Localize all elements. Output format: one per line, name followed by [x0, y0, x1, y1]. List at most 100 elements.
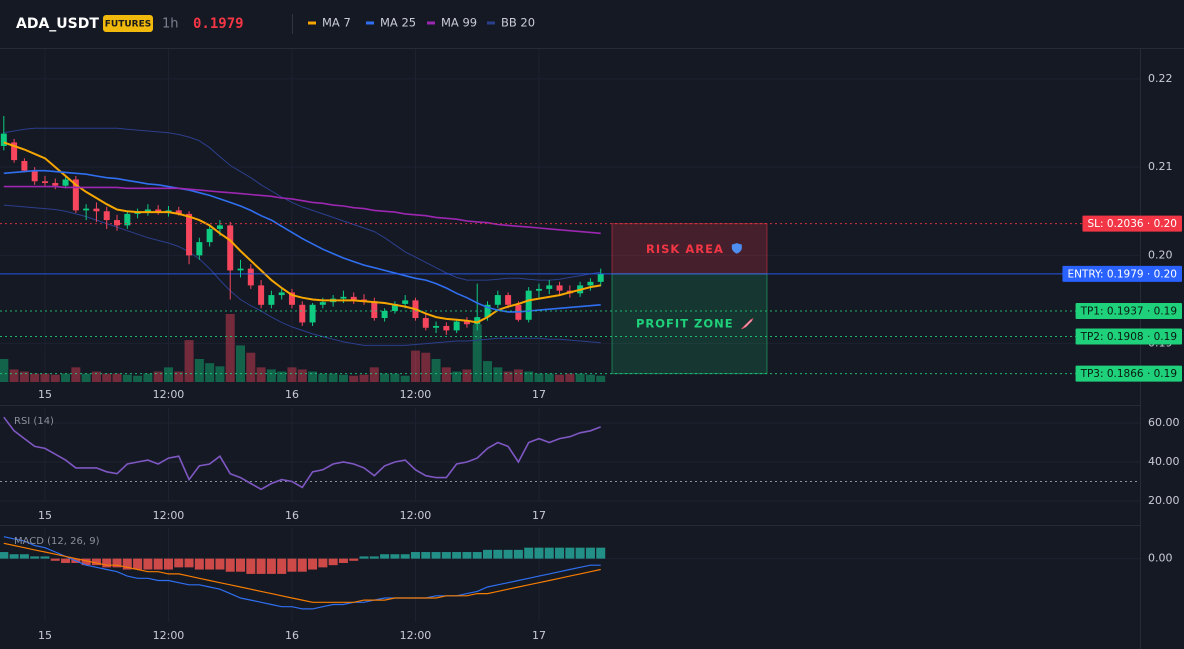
volume-bar: [194, 358, 204, 382]
volume-bar: [585, 374, 595, 382]
candle-body: [402, 300, 409, 304]
volume-bar: [555, 374, 565, 382]
x-tick-label: 15: [38, 509, 52, 522]
volume-bar: [338, 374, 348, 382]
histogram-bar: [493, 549, 503, 559]
candle-body: [546, 285, 553, 289]
volume-bar: [163, 367, 173, 382]
band-upper: [3, 127, 601, 281]
legend-label: MA 7: [322, 16, 351, 30]
candle-body: [587, 281, 594, 286]
legend-label: MA 99: [441, 16, 477, 30]
histogram-bar: [575, 547, 585, 559]
volume-bar: [277, 371, 287, 382]
candle-body: [525, 290, 532, 320]
histogram-bar: [102, 558, 112, 568]
level-tag: TP2: 0.1908 · 0.19: [1080, 331, 1177, 343]
level-tag-bg: [1075, 365, 1182, 382]
y-tick-label: 0.00: [1148, 552, 1173, 565]
candle-body: [288, 292, 295, 305]
candle-body: [62, 179, 69, 186]
x-tick-label: 12:00: [153, 388, 185, 401]
candle-body: [227, 225, 234, 271]
legend-label: BB 20: [501, 16, 535, 30]
zone-label: RISK AREA: [646, 242, 724, 256]
candle-body: [52, 183, 59, 186]
candle-body: [103, 211, 110, 221]
pane: [0, 49, 1140, 382]
zone-label: PROFIT ZONE: [636, 316, 734, 330]
histogram-bar: [462, 552, 472, 559]
histogram-bar: [483, 549, 493, 559]
volume-bar: [133, 375, 143, 382]
badge: FUTURES: [105, 20, 151, 30]
y-tick-label: 40.00: [1148, 455, 1180, 468]
histogram-bar: [369, 556, 379, 559]
y-tick-label: 0.21: [1148, 160, 1173, 173]
level-tag: ENTRY: 0.1979 · 0.20: [1067, 268, 1177, 280]
candle-body: [258, 285, 265, 305]
x-tick-label: 16: [285, 509, 299, 522]
volume-bar: [50, 374, 60, 382]
histogram-bar: [19, 554, 29, 559]
y-tick-label: 60.00: [1148, 416, 1180, 429]
histogram-bar: [30, 556, 40, 559]
volume-bar: [71, 367, 81, 382]
histogram-bar: [81, 558, 91, 566]
volume-bar: [287, 367, 297, 382]
x-tick-label: 16: [285, 629, 299, 642]
volume-bar: [349, 375, 359, 382]
histogram-bar: [91, 558, 101, 566]
pane-axes: 15 12:00 16 12:00 17 0.00 MACD (12, 26, 9): [14, 536, 1173, 642]
candle-body: [381, 310, 388, 319]
volume-bar: [380, 373, 390, 382]
volume-bar: [184, 340, 194, 382]
candle-body: [474, 317, 481, 325]
x-tick-label: 17: [532, 629, 546, 642]
candle-body: [597, 273, 604, 282]
volume-bar: [153, 371, 163, 382]
volume-bar: [102, 373, 112, 382]
volume-bar: [225, 314, 235, 382]
histogram-bar: [513, 549, 523, 559]
histogram-bar: [441, 552, 451, 559]
histogram-bar: [50, 558, 60, 561]
candle-body: [11, 142, 18, 161]
pane: [0, 408, 1140, 502]
candle-body: [350, 296, 357, 300]
last-price: 0.1979: [193, 16, 244, 32]
volume-bar: [369, 367, 379, 382]
histogram-bar: [40, 556, 50, 559]
candle-body: [309, 304, 316, 323]
histogram-bar: [297, 558, 307, 572]
candle-body: [206, 228, 213, 243]
candle-body: [319, 302, 326, 305]
volume-bar: [236, 345, 246, 382]
candle-body: [114, 220, 121, 226]
candle-body: [433, 325, 440, 328]
volume-bar: [174, 371, 184, 382]
candle-body: [175, 210, 182, 214]
candle-body: [144, 209, 151, 213]
histogram-bar: [452, 552, 462, 559]
histogram-bar: [431, 552, 441, 559]
y-tick-label: 20.00: [1148, 494, 1180, 507]
volume-bar: [30, 373, 40, 382]
pane-title: RSI (14): [14, 416, 54, 427]
rocket-icon: [741, 318, 754, 330]
volume-bar: [441, 367, 451, 382]
level-tag-bg: [1062, 265, 1182, 282]
histogram-bar: [380, 554, 390, 559]
x-tick-label: 17: [532, 509, 546, 522]
histogram-bar: [61, 558, 71, 563]
x-tick-label: 12:00: [400, 388, 432, 401]
level-tag-bg: [1082, 215, 1182, 232]
candle-body: [443, 325, 450, 331]
volume-bar: [390, 373, 400, 382]
level-tag: TP1: 0.1937 · 0.19: [1080, 305, 1177, 317]
histogram-bar: [256, 558, 266, 574]
volume-bar: [215, 366, 225, 382]
histogram-bar: [225, 558, 235, 572]
